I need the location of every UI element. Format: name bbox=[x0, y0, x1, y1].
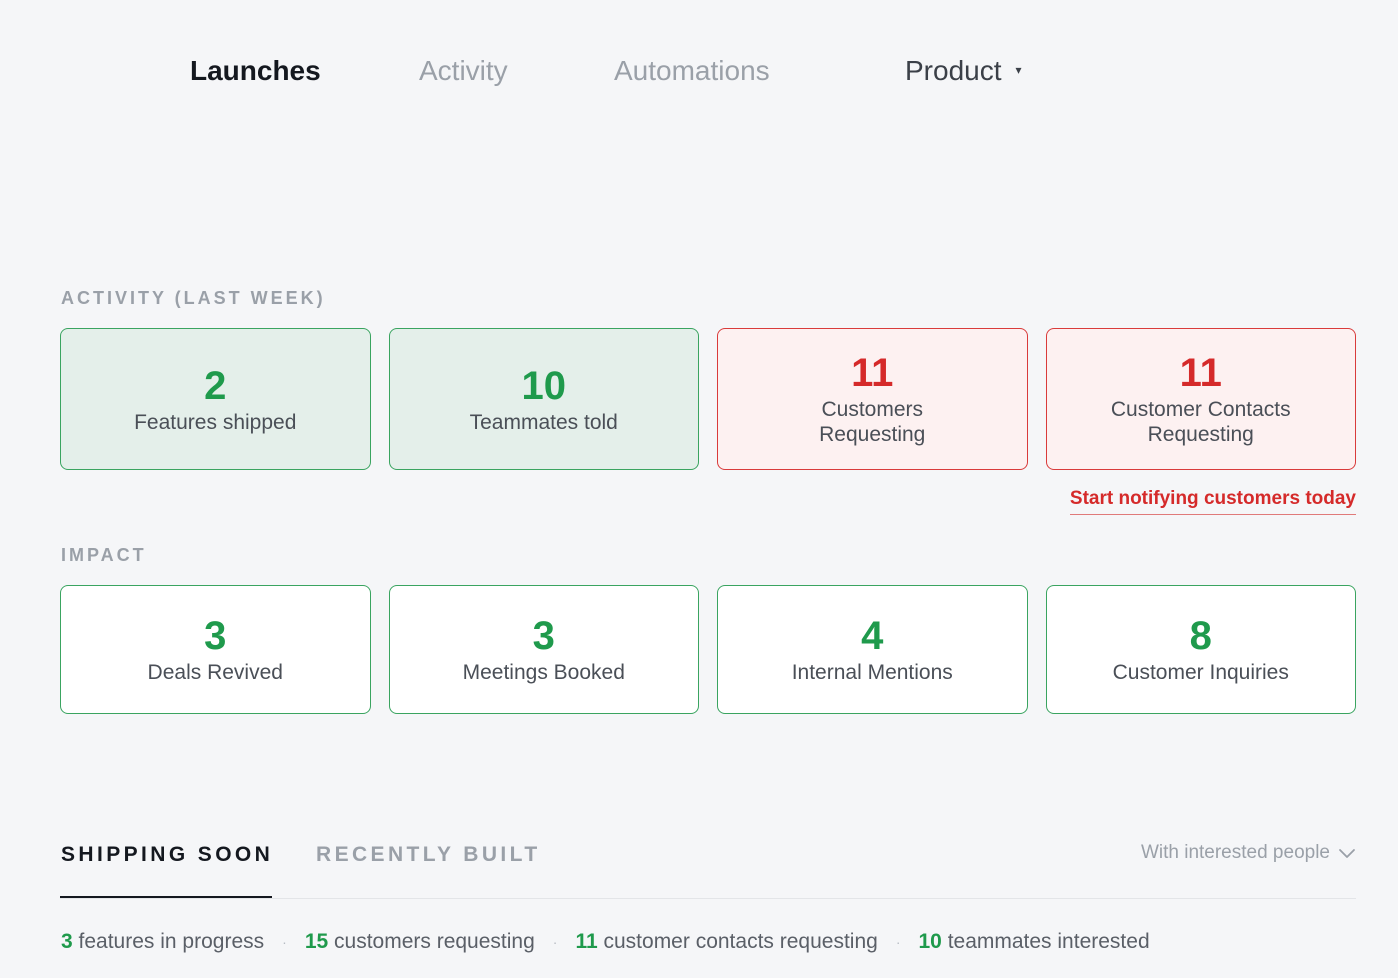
impact-section-label: IMPACT bbox=[61, 545, 147, 565]
card-value: 3 bbox=[204, 614, 227, 658]
stat-count: 3 bbox=[61, 930, 73, 953]
card-caption: Internal Mentions bbox=[791, 661, 953, 684]
nav-product-label: Product bbox=[905, 55, 1002, 86]
top-nav: Launches Activity Automations Product ▾ bbox=[0, 50, 1398, 94]
stat-label: features in progress bbox=[78, 930, 265, 953]
card-value: 3 bbox=[532, 614, 555, 658]
nav-automations[interactable]: Automations bbox=[614, 55, 770, 86]
tab-recently-built[interactable]: RECENTLY BUILT bbox=[316, 843, 541, 866]
card-caption: Customers Requesting bbox=[819, 398, 926, 446]
stat-count: 11 bbox=[575, 930, 598, 953]
separator-dot-icon: · bbox=[895, 934, 901, 950]
impact-cards: 3 Deals Revived 3 Meetings Booked 4 Inte… bbox=[60, 585, 1356, 714]
separator-dot-icon: · bbox=[282, 934, 287, 950]
internal-mentions-card[interactable]: 4 Internal Mentions bbox=[717, 585, 1028, 714]
card-value: 11 bbox=[851, 351, 894, 395]
stat-features-in-progress: 3 features in progress bbox=[61, 930, 264, 954]
card-caption: Features shipped bbox=[134, 410, 297, 434]
shipping-stats: 3 features in progress · 15 customers re… bbox=[61, 930, 1150, 954]
chevron-down-icon bbox=[1339, 849, 1355, 858]
nav-launches[interactable]: Launches bbox=[190, 55, 321, 86]
stat-label: customer contacts requesting bbox=[603, 930, 878, 953]
features-shipped-card[interactable]: 2 Features shipped bbox=[60, 328, 371, 470]
activity-section-label: ACTIVITY (LAST WEEK) bbox=[61, 288, 326, 308]
nav-activity[interactable]: Activity bbox=[419, 55, 508, 86]
separator-dot-icon: · bbox=[552, 934, 558, 950]
card-value: 8 bbox=[1189, 614, 1212, 658]
stat-count: 10 bbox=[918, 930, 942, 953]
stat-customer-contacts-requesting: 11 customer contacts requesting bbox=[575, 930, 877, 954]
stat-teammates-interested: 10 teammates interested bbox=[918, 930, 1149, 954]
start-notifying-link[interactable]: Start notifying customers today bbox=[1069, 488, 1356, 515]
card-value: 4 bbox=[861, 614, 884, 658]
tab-shipping-soon[interactable]: SHIPPING SOON bbox=[61, 843, 274, 866]
card-value: 11 bbox=[1179, 351, 1222, 395]
active-tab-indicator bbox=[60, 896, 272, 899]
meetings-booked-card[interactable]: 3 Meetings Booked bbox=[388, 585, 699, 714]
nav-product-dropdown[interactable]: Product ▾ bbox=[905, 50, 1022, 94]
filter-selected-value: With interested people bbox=[1140, 842, 1330, 863]
stat-label: teammates interested bbox=[947, 930, 1150, 953]
card-caption: Teammates told bbox=[469, 410, 618, 434]
deals-revived-card[interactable]: 3 Deals Revived bbox=[60, 585, 371, 714]
caret-down-icon: ▾ bbox=[1015, 62, 1022, 77]
card-caption: Customer Inquiries bbox=[1112, 661, 1289, 684]
activity-cards: 2 Features shipped 10 Teammates told 11 … bbox=[60, 328, 1356, 470]
stat-customers-requesting: 15 customers requesting bbox=[305, 930, 535, 954]
stat-count: 15 bbox=[304, 930, 329, 953]
card-caption: Meetings Booked bbox=[462, 661, 625, 684]
customer-inquiries-card[interactable]: 8 Customer Inquiries bbox=[1045, 585, 1356, 714]
stat-label: customers requesting bbox=[334, 930, 535, 953]
card-value: 10 bbox=[521, 363, 567, 408]
card-value: 2 bbox=[204, 363, 227, 408]
tabs-divider bbox=[60, 898, 1356, 899]
teammates-told-card[interactable]: 10 Teammates told bbox=[388, 328, 699, 470]
customers-requesting-card[interactable]: 11 Customers Requesting bbox=[717, 328, 1028, 470]
card-caption: Customer Contacts Requesting bbox=[1110, 398, 1291, 446]
customer-contacts-requesting-card[interactable]: 11 Customer Contacts Requesting bbox=[1045, 328, 1356, 470]
card-caption: Deals Revived bbox=[147, 661, 283, 684]
interest-filter-dropdown[interactable]: With interested people bbox=[1141, 842, 1356, 864]
